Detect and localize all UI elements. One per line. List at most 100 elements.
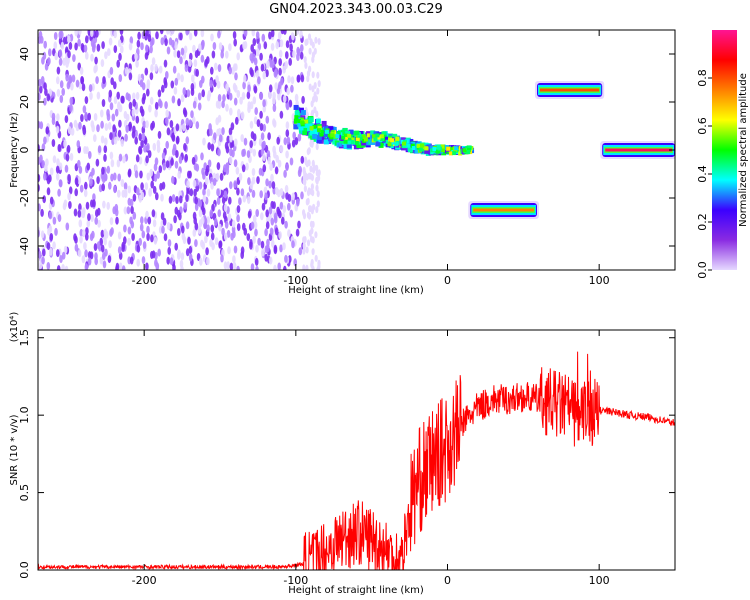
noise-speck [144, 51, 149, 60]
noise-speck [228, 196, 232, 205]
noise-speck [311, 71, 315, 79]
noise-speck [231, 66, 235, 75]
trail-core [410, 143, 415, 148]
noise-speck [145, 210, 149, 219]
noise-speck [287, 229, 291, 238]
noise-speck [141, 256, 146, 265]
noise-speck [164, 38, 168, 47]
noise-speck [228, 66, 232, 75]
trail-core [458, 151, 463, 156]
noise-speck [288, 57, 293, 66]
noise-speck [146, 172, 151, 181]
noise-speck [180, 265, 184, 270]
noise-speck [224, 220, 229, 229]
noise-speck [185, 221, 190, 230]
spectrogram-y-axis-label: Frequency (Hz) [9, 112, 20, 188]
noise-speck [41, 143, 46, 152]
noise-speck [143, 144, 147, 153]
noise-speck [279, 145, 284, 154]
noise-speck [274, 227, 279, 236]
noise-speck [219, 172, 224, 181]
noise-speck [187, 236, 191, 245]
noise-speck [77, 176, 82, 185]
noise-speck [229, 181, 233, 190]
noise-speck [42, 248, 46, 257]
noise-speck [262, 123, 267, 132]
noise-speck [223, 190, 228, 199]
noise-speck [55, 165, 60, 174]
noise-speck [171, 39, 175, 48]
noise-speck [99, 256, 104, 265]
trail-core [452, 151, 457, 156]
noise-speck [227, 246, 231, 255]
trail-core [406, 143, 411, 148]
noise-speck [205, 168, 209, 177]
noise-speck [259, 123, 264, 131]
noise-speck [102, 252, 106, 261]
noise-speck [109, 228, 113, 237]
noise-speck [226, 135, 230, 144]
noise-speck [310, 227, 314, 235]
noise-speck [127, 256, 131, 265]
noise-speck [167, 246, 171, 255]
noise-speck [157, 130, 162, 139]
noise-speck [217, 148, 221, 157]
noise-speck [261, 248, 265, 257]
noise-speck [109, 66, 114, 75]
noise-speck [136, 244, 141, 253]
noise-speck [165, 140, 169, 149]
noise-speck [139, 170, 143, 179]
noise-speck [107, 255, 112, 264]
noise-speck [217, 127, 222, 136]
noise-speck [259, 110, 263, 119]
noise-speck [234, 138, 238, 147]
noise-speck [132, 211, 137, 220]
noise-speck [175, 150, 179, 158]
noise-speck [272, 96, 276, 105]
noise-speck [82, 127, 87, 136]
noise-speck [245, 162, 249, 171]
noise-speck [61, 87, 65, 96]
noise-speck [134, 52, 138, 61]
noise-speck [54, 227, 58, 236]
noise-speck [120, 179, 125, 187]
noise-speck [205, 247, 209, 256]
noise-speck [86, 219, 91, 228]
noise-speck [247, 84, 251, 93]
trail-core [300, 121, 305, 126]
noise-speck [240, 188, 245, 197]
noise-speck [202, 171, 206, 180]
noise-speck [232, 31, 237, 39]
noise-speck [40, 76, 45, 84]
noise-speck [120, 138, 125, 147]
noise-speck [275, 187, 279, 195]
heatmap-layer [38, 30, 675, 270]
noise-speck [176, 50, 181, 59]
noise-speck [250, 263, 255, 270]
noise-speck [191, 156, 196, 165]
noise-speck [150, 234, 154, 243]
noise-speck [127, 226, 132, 235]
noise-speck [279, 39, 284, 48]
noise-speck [78, 30, 82, 35]
noise-speck [253, 116, 258, 125]
noise-speck [118, 52, 122, 61]
noise-speck [236, 90, 241, 98]
noise-speck [257, 237, 261, 246]
noise-speck [210, 143, 215, 152]
noise-speck [43, 172, 47, 181]
noise-speck [255, 70, 260, 79]
noise-speck [71, 74, 76, 83]
noise-speck [96, 43, 101, 52]
noise-speck [151, 209, 156, 218]
noise-speck [153, 236, 158, 245]
noise-speck [77, 159, 81, 168]
noise-speck [316, 190, 320, 198]
trail-cell [381, 131, 387, 137]
noise-speck [302, 242, 306, 250]
noise-speck [270, 173, 274, 182]
trail-cell [345, 130, 351, 136]
noise-speck [114, 203, 119, 212]
noise-speck [62, 202, 67, 211]
noise-speck [193, 59, 198, 68]
